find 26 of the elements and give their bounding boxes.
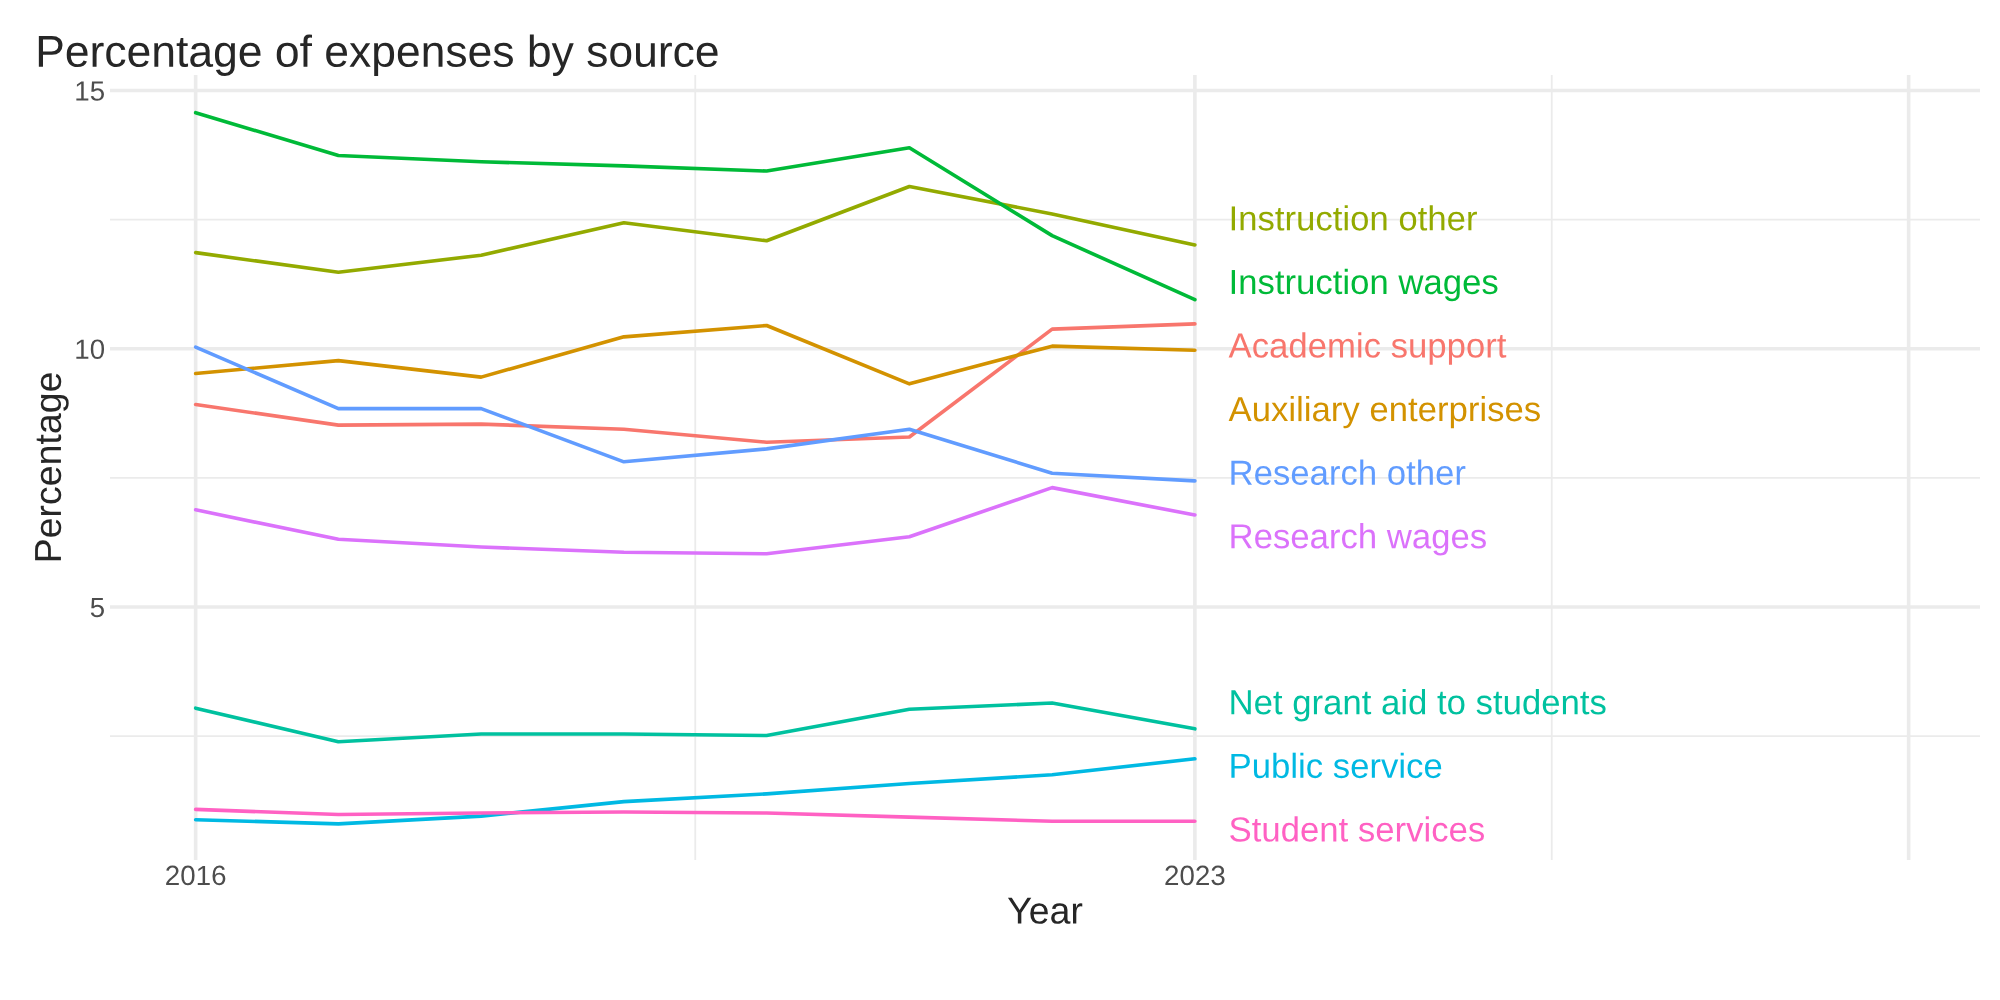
line-series — [193, 701, 1197, 744]
line-series — [193, 345, 1197, 483]
x-tick-label: 2023 — [1165, 865, 1225, 886]
y-tick-label: 5 — [90, 597, 104, 618]
series-label: Auxiliary enterprises — [1228, 395, 1540, 429]
series-label: Instruction other — [1231, 205, 1477, 231]
series-label: Instruction wages — [1231, 268, 1498, 302]
line-series — [193, 756, 1197, 826]
y-axis-title: Percentage — [35, 373, 69, 561]
line-series — [193, 485, 1197, 556]
x-tick-label: 2016 — [166, 865, 226, 886]
line-series — [193, 110, 1197, 302]
chart-title: Percentage of expenses by source — [38, 34, 718, 76]
series-label: Net grant aid to students — [1231, 689, 1606, 722]
y-tick-label: 15 — [76, 81, 104, 101]
series-label: Research other — [1231, 459, 1466, 486]
y-tick-label: 10 — [76, 339, 105, 360]
series-label: Academic support — [1228, 332, 1507, 365]
series-label: Research wages — [1231, 523, 1486, 556]
line-series — [193, 322, 1197, 444]
line-series — [193, 184, 1197, 275]
series-label: Public service — [1231, 752, 1442, 779]
series-label: Student services — [1230, 816, 1484, 842]
line-series — [193, 323, 1197, 386]
line-series — [193, 807, 1197, 824]
x-axis-title: Year — [1007, 897, 1083, 924]
